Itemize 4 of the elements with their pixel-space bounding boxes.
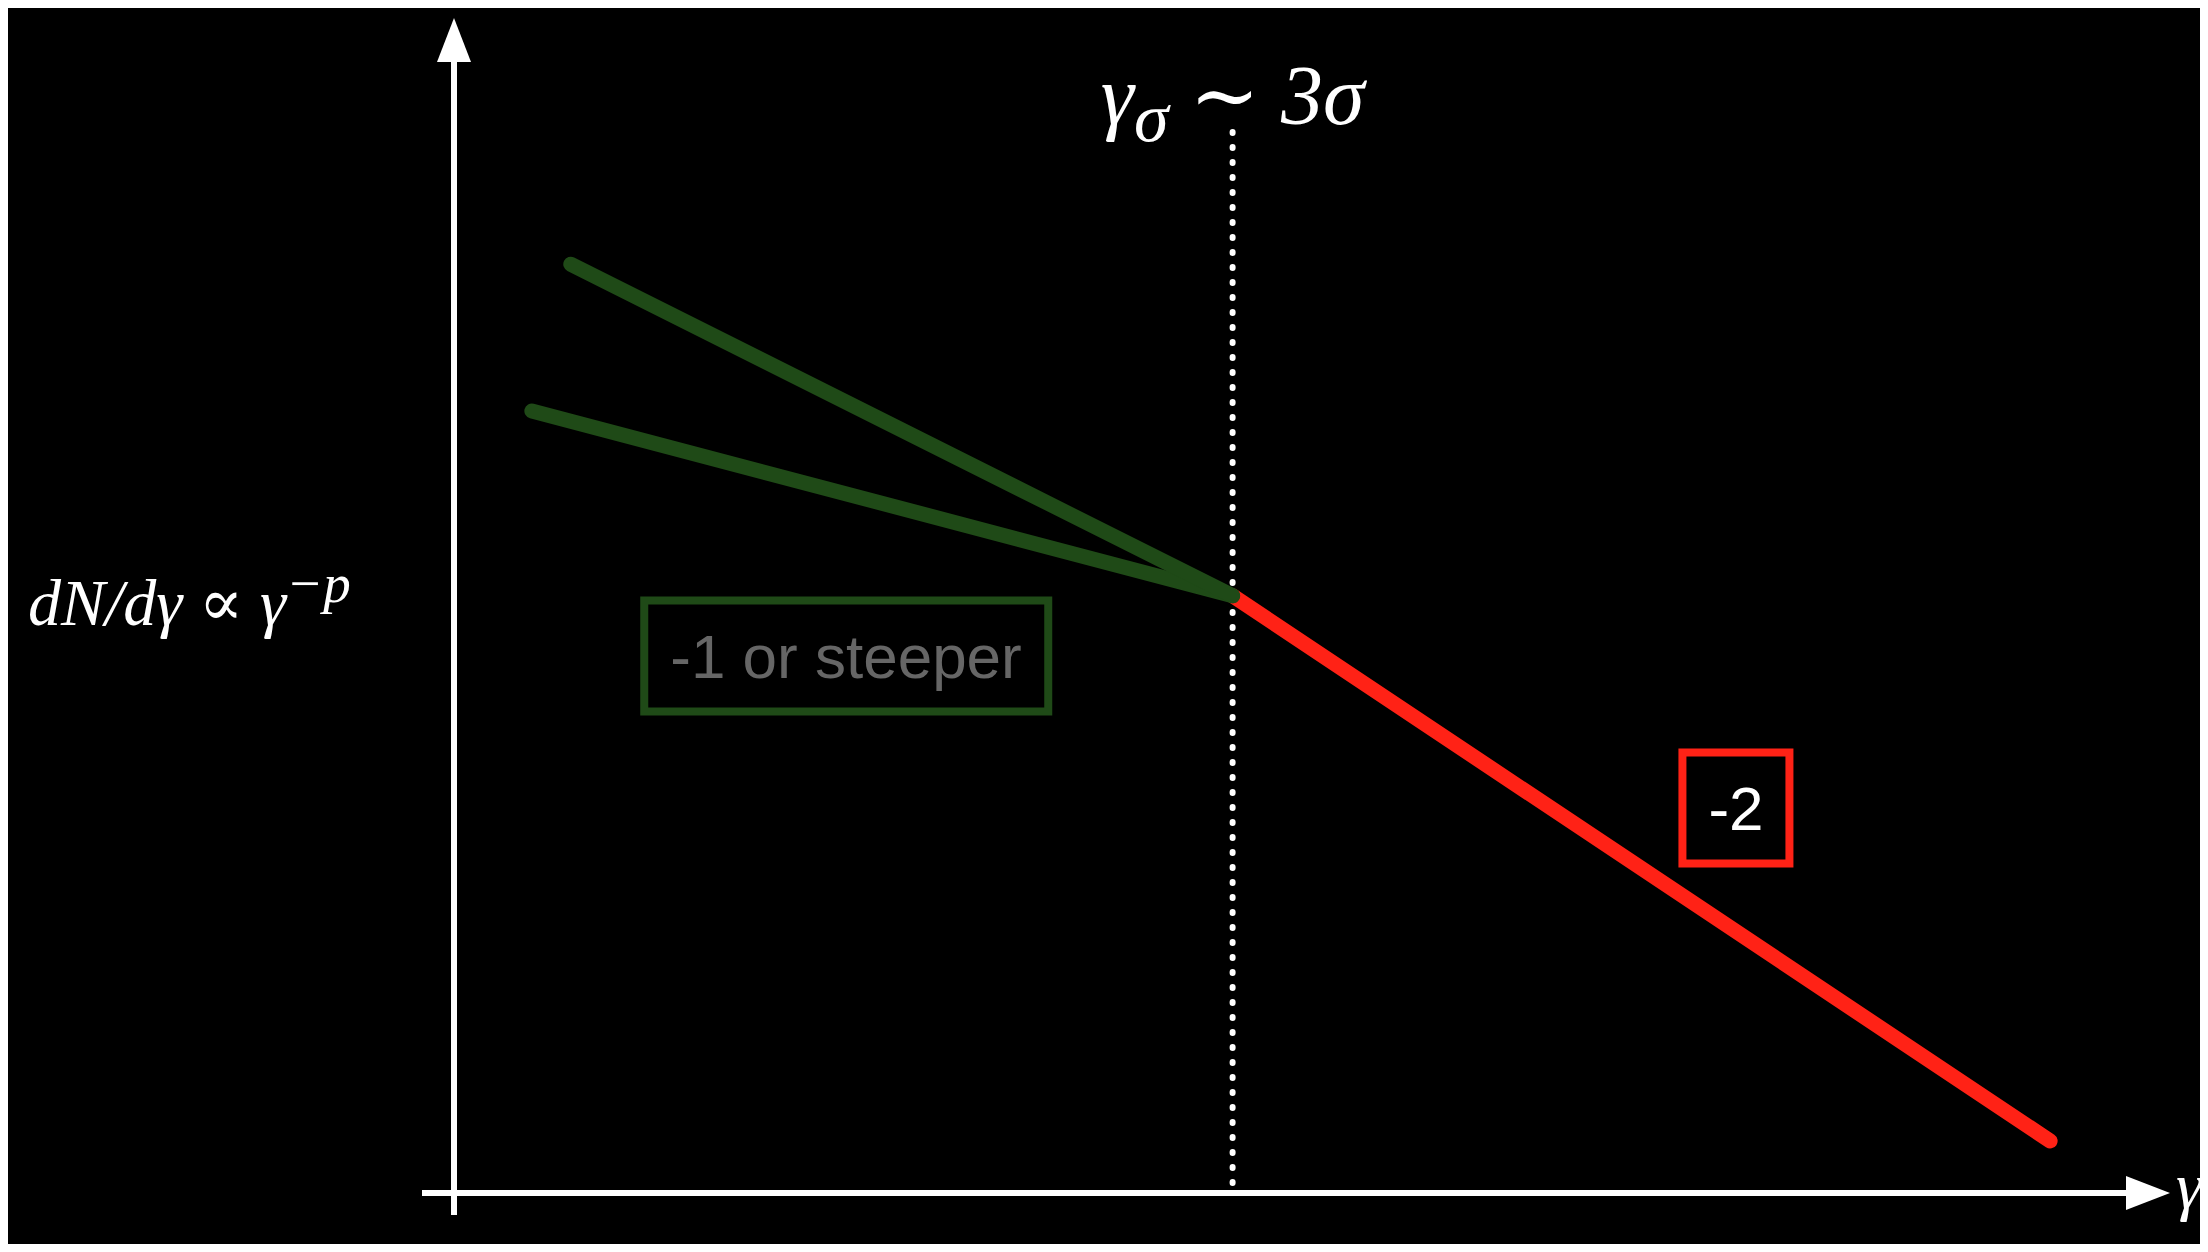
annotation: -2 (1678, 748, 1794, 868)
annotation: -1 or steeper (640, 596, 1052, 716)
y-axis-title: dN/dγ ∝ γ$^{−p}$ (28, 552, 351, 641)
text: γ$_{σ}$ ∼ 3σ (1100, 47, 1365, 159)
